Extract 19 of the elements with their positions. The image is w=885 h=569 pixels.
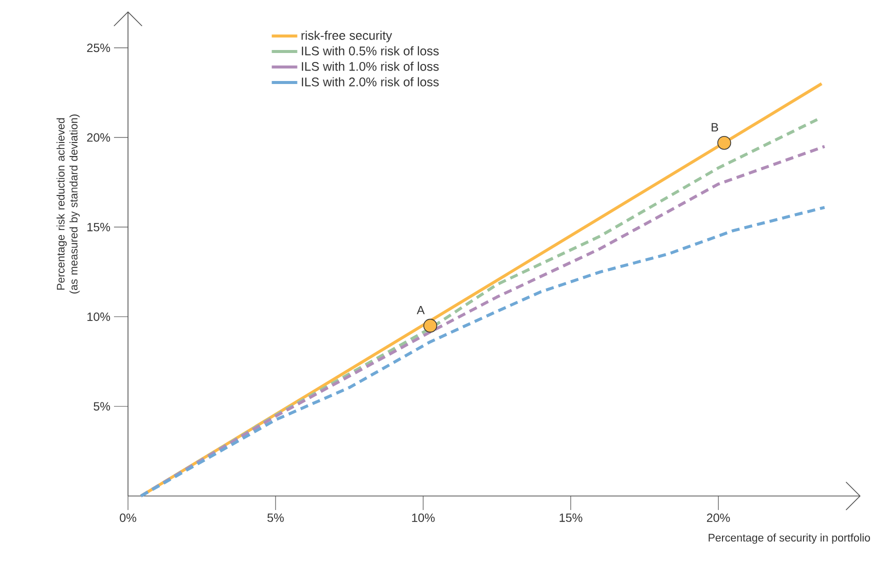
y-tick-label: 15%: [87, 222, 110, 232]
x-tick-label: 20%: [706, 514, 730, 522]
legend-label: ILS with 0.5% risk of loss: [302, 46, 439, 56]
y-tick-label: 5%: [94, 402, 110, 411]
y-tick-label: 10%: [87, 312, 110, 321]
x-tick-label: 5%: [267, 514, 284, 522]
x-tick-label: 15%: [560, 514, 582, 522]
x-tick-label: 10%: [412, 514, 435, 522]
line-series: [139, 206, 826, 498]
annotation: B: [712, 123, 718, 132]
x-axis-title: Percentage of security in portfolio: [708, 534, 870, 544]
y-tick-label: 25%: [87, 44, 110, 52]
y-tick-label: 20%: [87, 133, 110, 142]
legend-label: ILS with 2.0% risk of loss: [302, 77, 439, 86]
legend-label: risk-free security: [302, 30, 392, 42]
x-tick-label: 0%: [120, 514, 136, 522]
annotation: A: [416, 306, 425, 314]
y-axis-title: Percentage risk reduction achieved (as measured by standard deviation): [56, 114, 80, 294]
legend-label: ILS with 1.0% risk of loss: [302, 62, 439, 71]
